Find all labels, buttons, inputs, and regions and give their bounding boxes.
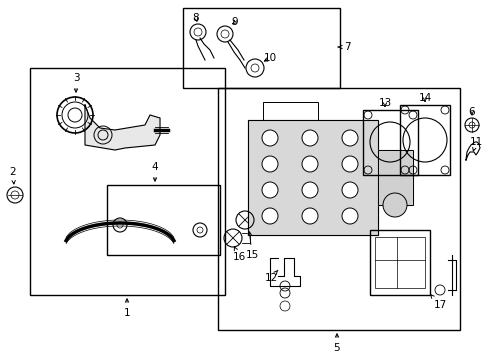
Circle shape	[341, 156, 357, 172]
Text: 2: 2	[10, 167, 16, 184]
Circle shape	[262, 130, 278, 146]
Text: 3: 3	[73, 73, 79, 92]
Bar	[183, 8, 339, 88]
Text: 12: 12	[264, 270, 277, 283]
Bar	[362, 110, 417, 175]
Bar	[218, 88, 459, 330]
Circle shape	[302, 208, 317, 224]
Text: 5: 5	[333, 334, 340, 353]
Text: 13: 13	[378, 98, 391, 108]
Text: 6: 6	[468, 107, 474, 117]
Polygon shape	[247, 120, 377, 235]
Polygon shape	[377, 150, 412, 205]
Circle shape	[302, 156, 317, 172]
Text: 1: 1	[123, 299, 130, 318]
Text: 7: 7	[337, 42, 349, 52]
Text: 4: 4	[151, 162, 158, 181]
Bar	[399, 105, 449, 175]
Text: 8: 8	[192, 13, 199, 23]
Text: 11: 11	[468, 137, 482, 151]
Circle shape	[341, 208, 357, 224]
Bar	[374, 237, 424, 288]
Bar	[30, 68, 224, 295]
Bar	[247, 120, 377, 235]
Circle shape	[302, 130, 317, 146]
Text: 15: 15	[245, 232, 258, 260]
Text: 14: 14	[418, 93, 431, 103]
Bar	[369, 230, 429, 295]
Circle shape	[302, 182, 317, 198]
Bar	[377, 150, 412, 205]
Polygon shape	[85, 105, 160, 150]
Circle shape	[262, 156, 278, 172]
Bar	[107, 185, 220, 255]
Circle shape	[341, 130, 357, 146]
Bar	[263, 102, 317, 120]
Text: 9: 9	[231, 17, 238, 27]
Circle shape	[262, 208, 278, 224]
Text: 17: 17	[430, 295, 446, 310]
Circle shape	[382, 193, 406, 217]
Circle shape	[262, 182, 278, 198]
Circle shape	[341, 182, 357, 198]
Text: 16: 16	[232, 247, 245, 262]
Text: 10: 10	[263, 53, 276, 63]
